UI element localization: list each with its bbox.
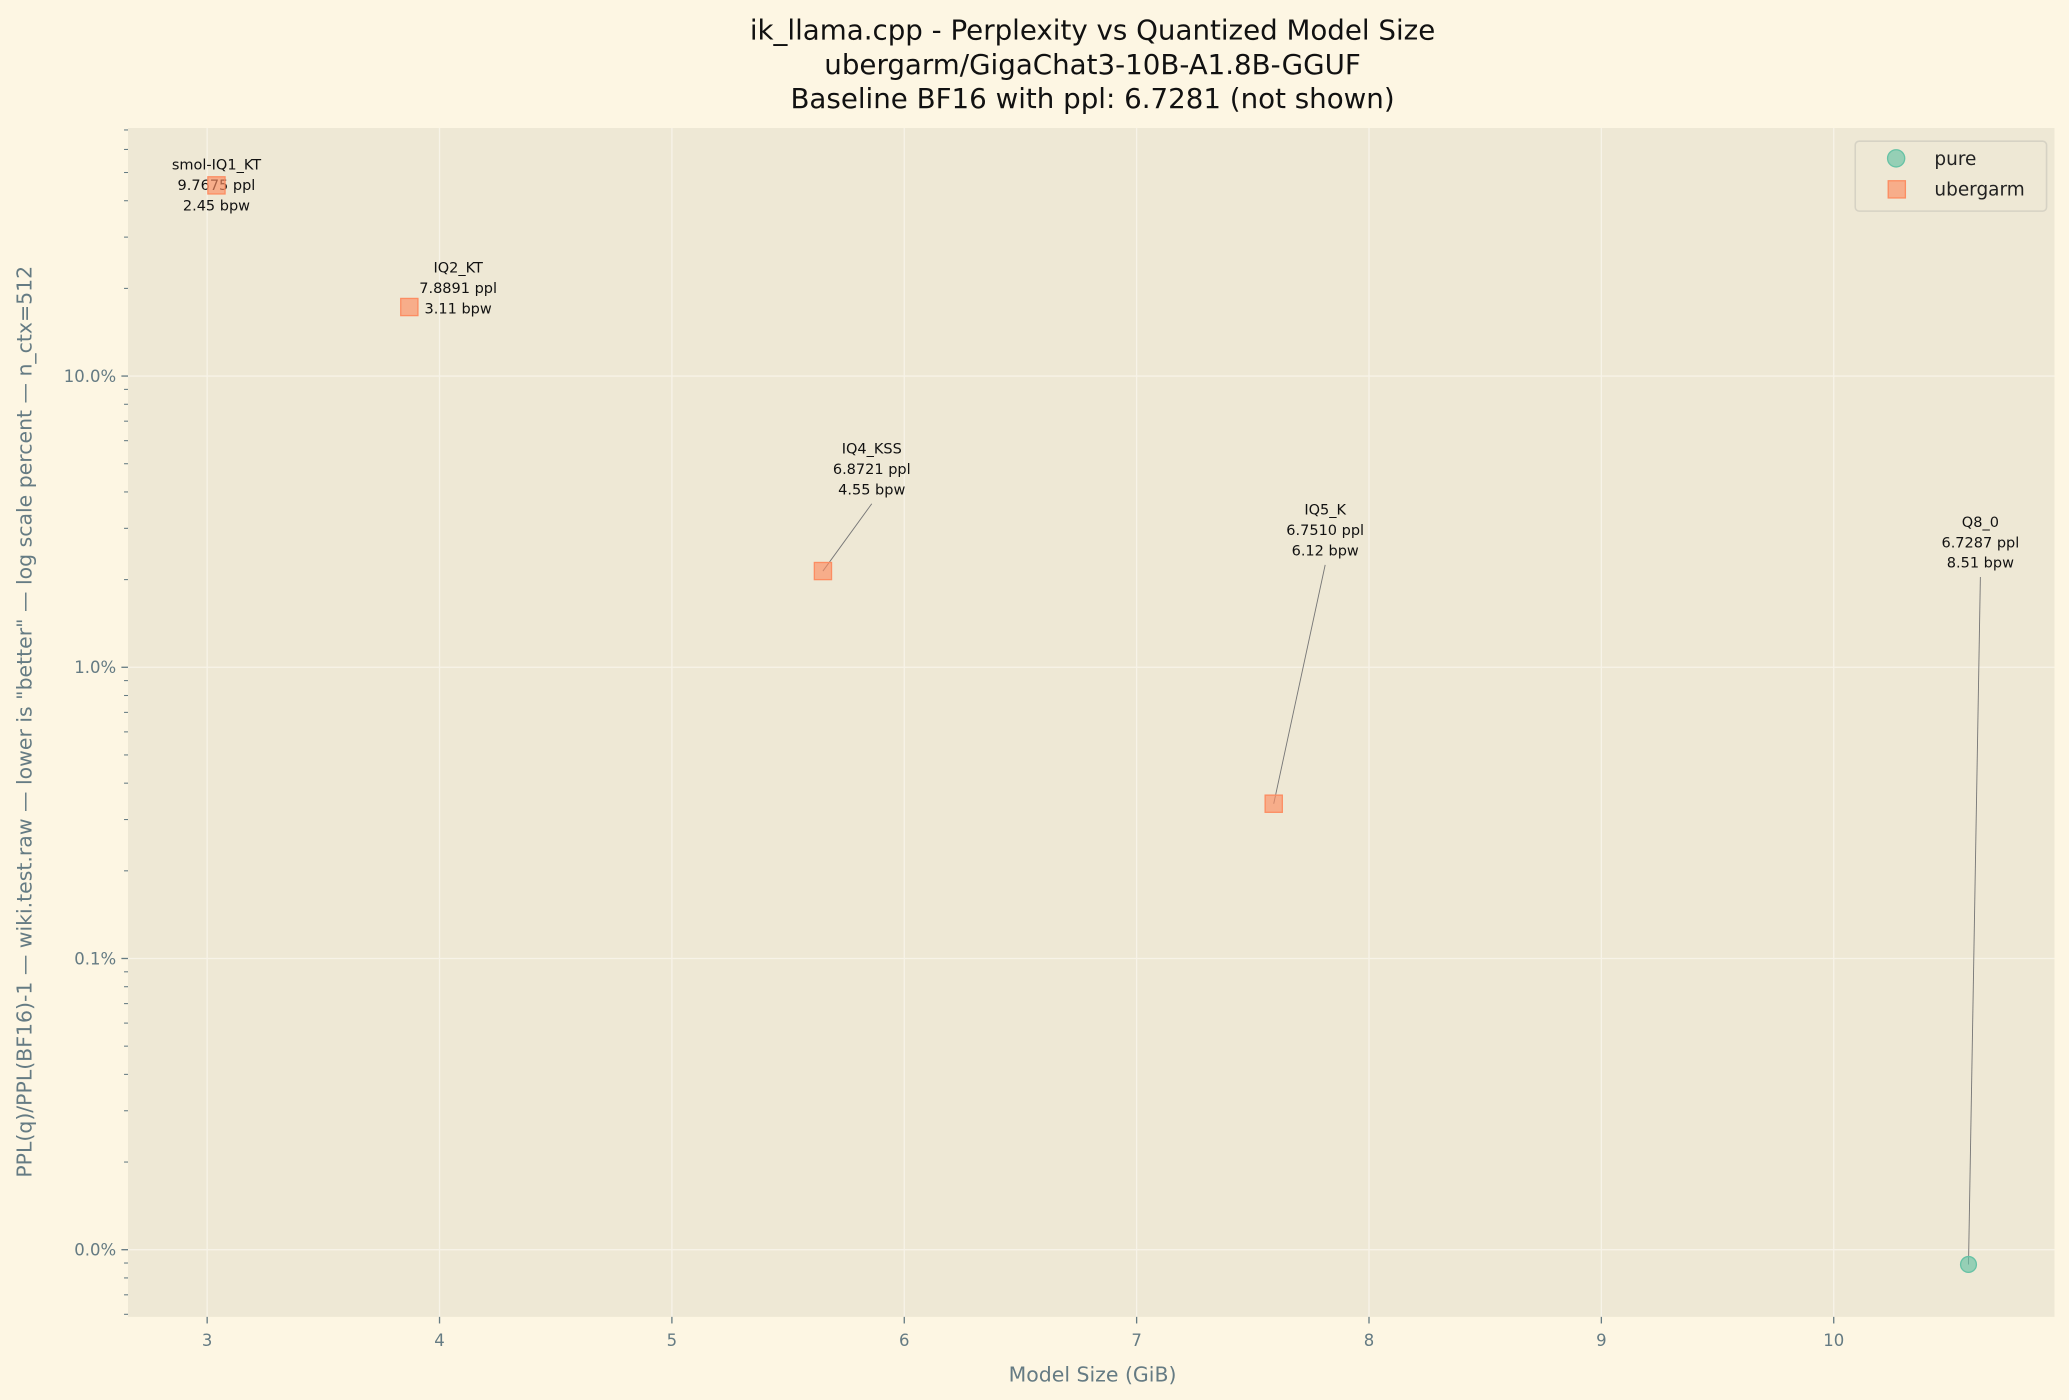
- y-tick-label: 0.1%: [74, 949, 116, 968]
- point-annotation: IQ2_KT: [433, 261, 483, 277]
- data-point-ubergarm: [1264, 794, 1283, 813]
- legend-marker-ubergarm: [1887, 180, 1907, 199]
- point-annotation: 3.11 bpw: [425, 302, 492, 318]
- legend-label-ubergarm: ubergarm: [1934, 179, 2024, 200]
- point-annotation: IQ4_KSS: [842, 442, 902, 458]
- point-annotation: IQ5_K: [1304, 503, 1346, 519]
- point-annotation: 8.51 bpw: [1947, 556, 2014, 572]
- point-annotation: 6.7287 ppl: [1941, 535, 2019, 551]
- point-annotation: 6.8721 ppl: [833, 462, 911, 478]
- point-annotation: smol-IQ1_KT: [172, 158, 261, 174]
- y-tick-label: 10.0%: [64, 367, 116, 386]
- chart-title: ik_llama.cpp - Perplexity vs Quantized M…: [750, 14, 1435, 47]
- y-axis-label: PPL(q)/PPL(BF16)-1 — wiki.test.raw — low…: [13, 266, 38, 1178]
- chart-subtitle-baseline: Baseline BF16 with ppl: 6.7281 (not show…: [790, 82, 1394, 115]
- plot-area: [127, 127, 2055, 1317]
- y-tick-label: 1.0%: [74, 658, 116, 677]
- y-tick-label: 0.0%: [74, 1241, 116, 1260]
- x-axis-label: Model Size (GiB): [1009, 1363, 1177, 1387]
- legend-label-pure: pure: [1934, 149, 1976, 170]
- point-annotation: Q8_0: [1962, 515, 1999, 531]
- annotation-leader-line: [1273, 564, 1326, 804]
- x-tick-label: 9: [1596, 1331, 1607, 1350]
- data-point-ubergarm: [400, 297, 419, 317]
- annotation-leader-line: [822, 503, 873, 572]
- point-annotation: 2.45 bpw: [183, 198, 250, 214]
- data-point-ubergarm: [813, 561, 833, 581]
- legend-marker-pure: [1886, 149, 1906, 168]
- point-annotation: 4.55 bpw: [838, 483, 905, 499]
- x-tick-label: 4: [434, 1331, 444, 1350]
- point-annotation: 6.7510 ppl: [1286, 523, 1364, 539]
- x-tick-label: 6: [899, 1331, 910, 1350]
- x-tick-label: 3: [202, 1331, 213, 1350]
- x-tick-label: 8: [1364, 1331, 1375, 1350]
- point-annotation: 7.8891 ppl: [419, 281, 497, 297]
- chart-subtitle: ubergarm/GigaChat3-10B-A1.8B-GGUF: [824, 48, 1360, 81]
- x-tick-label: 5: [667, 1331, 678, 1350]
- point-annotation: 6.12 bpw: [1292, 544, 1359, 560]
- x-tick-label: 7: [1131, 1331, 1142, 1350]
- x-tick-label: 10: [1823, 1331, 1844, 1350]
- annotation-leader-line: [1968, 576, 1981, 1265]
- data-point-pure: [1959, 1255, 1978, 1274]
- legend: pure ubergarm: [1854, 140, 2048, 212]
- data-point-ubergarm: [207, 176, 226, 195]
